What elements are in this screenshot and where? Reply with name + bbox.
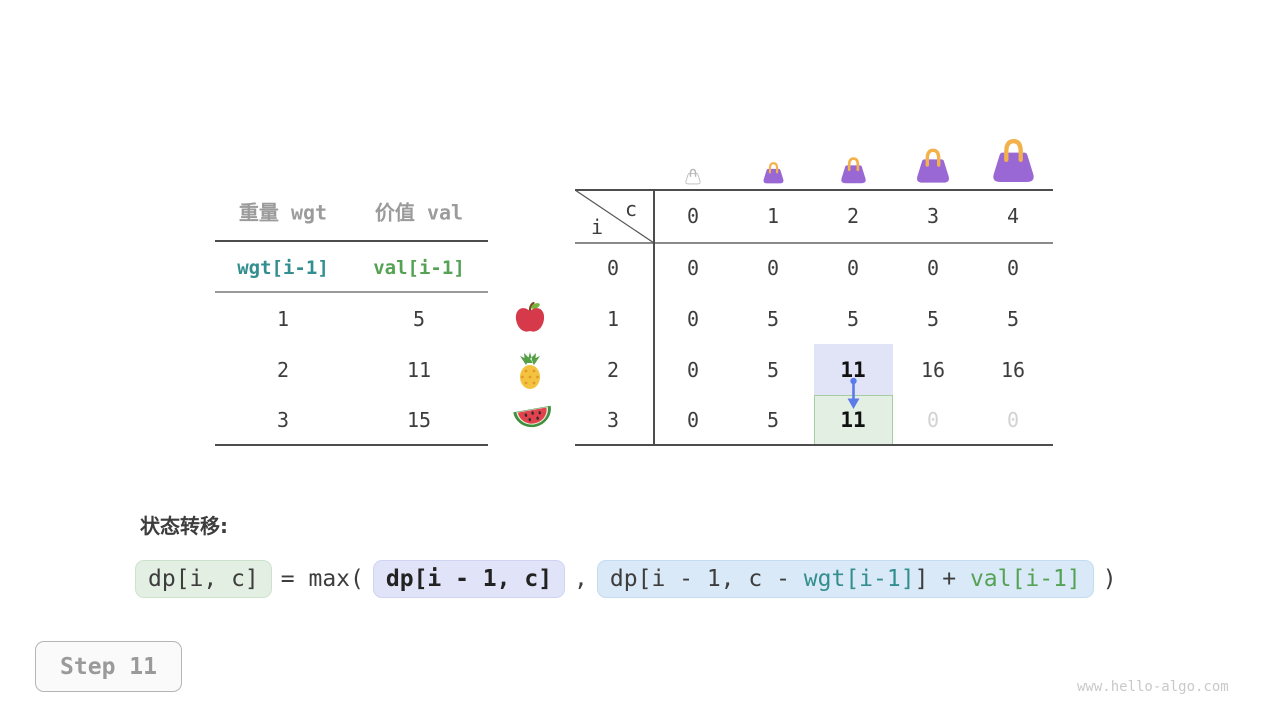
dp-cell: 5	[846, 306, 860, 331]
formula-closing-paren: )	[1102, 566, 1117, 592]
formula-token-teal: wgt[i-1]	[803, 566, 915, 592]
apple-icon	[512, 300, 548, 336]
dp-cell: 16	[1000, 357, 1026, 382]
dp-table-column-rule	[653, 190, 655, 446]
dp-table-top-rule	[575, 189, 1053, 191]
dp-cell: 0	[926, 408, 940, 433]
dp-cell: 5	[766, 408, 780, 433]
dp-cell: 0	[926, 256, 940, 281]
dp-cell: 5	[766, 357, 780, 382]
bag-icon	[988, 137, 1039, 185]
dp-table-bottom-rule	[575, 444, 1053, 446]
dp-row-header: 1	[606, 306, 620, 331]
state-transition-formula: dp[i, c] = max( dp[i - 1, c] , dp[i - 1,…	[135, 560, 1117, 598]
bag-icon	[838, 156, 869, 185]
formula-operator: = max(	[280, 566, 364, 592]
item-weight-value: 2	[276, 357, 290, 382]
item-value-value: 5	[412, 306, 426, 331]
state-transition-label: 状态转移:	[140, 514, 228, 538]
formula-separator: ,	[574, 566, 588, 592]
item-table-value-header: 价值 val	[374, 200, 464, 225]
dp-cell: 5	[1006, 306, 1020, 331]
watermark: www.hello-algo.com	[1077, 679, 1229, 695]
formula-token-dark: dp[i - 1, c -	[609, 566, 804, 592]
formula-arg2-box: dp[i - 1, c - wgt[i-1]] + val[i-1]	[596, 560, 1094, 598]
dp-cell: 0	[1006, 408, 1020, 433]
dp-cell: 0	[686, 357, 700, 382]
item-value-value: 15	[406, 408, 432, 433]
dp-table-header-rule	[575, 242, 1053, 244]
formula-arg1-box: dp[i - 1, c]	[372, 560, 566, 598]
dp-row-header: 2	[606, 357, 620, 382]
row-axis-label: i	[590, 215, 604, 239]
dp-row-header: 0	[606, 256, 620, 281]
dp-cell: 11	[840, 357, 866, 382]
dp-col-header: 4	[1006, 204, 1020, 228]
bag-icon	[761, 161, 786, 185]
empty-bag-icon	[684, 168, 702, 185]
dp-cell: 5	[926, 306, 940, 331]
dp-cell: 11	[840, 408, 866, 433]
formula-token-green: val[i-1]	[969, 566, 1081, 592]
watermelon-icon	[512, 401, 554, 433]
item-table-index-rule	[215, 291, 488, 293]
item-weight-value: 1	[276, 306, 290, 331]
dp-col-header: 3	[926, 204, 940, 228]
pineapple-icon	[512, 351, 548, 391]
bag-icon	[913, 147, 953, 185]
dp-cell: 5	[766, 306, 780, 331]
dp-cell: 16	[920, 357, 946, 382]
formula-lhs-box: dp[i, c]	[135, 560, 272, 598]
col-axis-label: c	[624, 197, 638, 221]
dp-cell: 0	[846, 256, 860, 281]
item-weight-value: 3	[276, 408, 290, 433]
dp-cell: 0	[686, 256, 700, 281]
dp-cell: 0	[686, 408, 700, 433]
transition-arrow-icon	[847, 377, 860, 409]
dp-col-header: 0	[686, 204, 700, 228]
item-table-wgt-index: wgt[i-1]	[237, 257, 329, 279]
dp-col-header: 1	[766, 204, 780, 228]
item-table-val-index: val[i-1]	[373, 257, 465, 279]
item-value-value: 11	[406, 357, 432, 382]
formula-token-dark: ] +	[914, 566, 970, 592]
dp-cell: 0	[1006, 256, 1020, 281]
dp-col-header: 2	[846, 204, 860, 228]
dp-cell: 0	[686, 306, 700, 331]
item-table-header-rule	[215, 240, 488, 242]
step-badge: Step 11	[35, 641, 182, 692]
dp-row-header: 3	[606, 408, 620, 433]
corner-diagonal-line	[575, 190, 654, 243]
dp-cell: 0	[766, 256, 780, 281]
item-table-bottom-rule	[215, 444, 488, 446]
item-table-weight-header: 重量 wgt	[238, 200, 328, 225]
